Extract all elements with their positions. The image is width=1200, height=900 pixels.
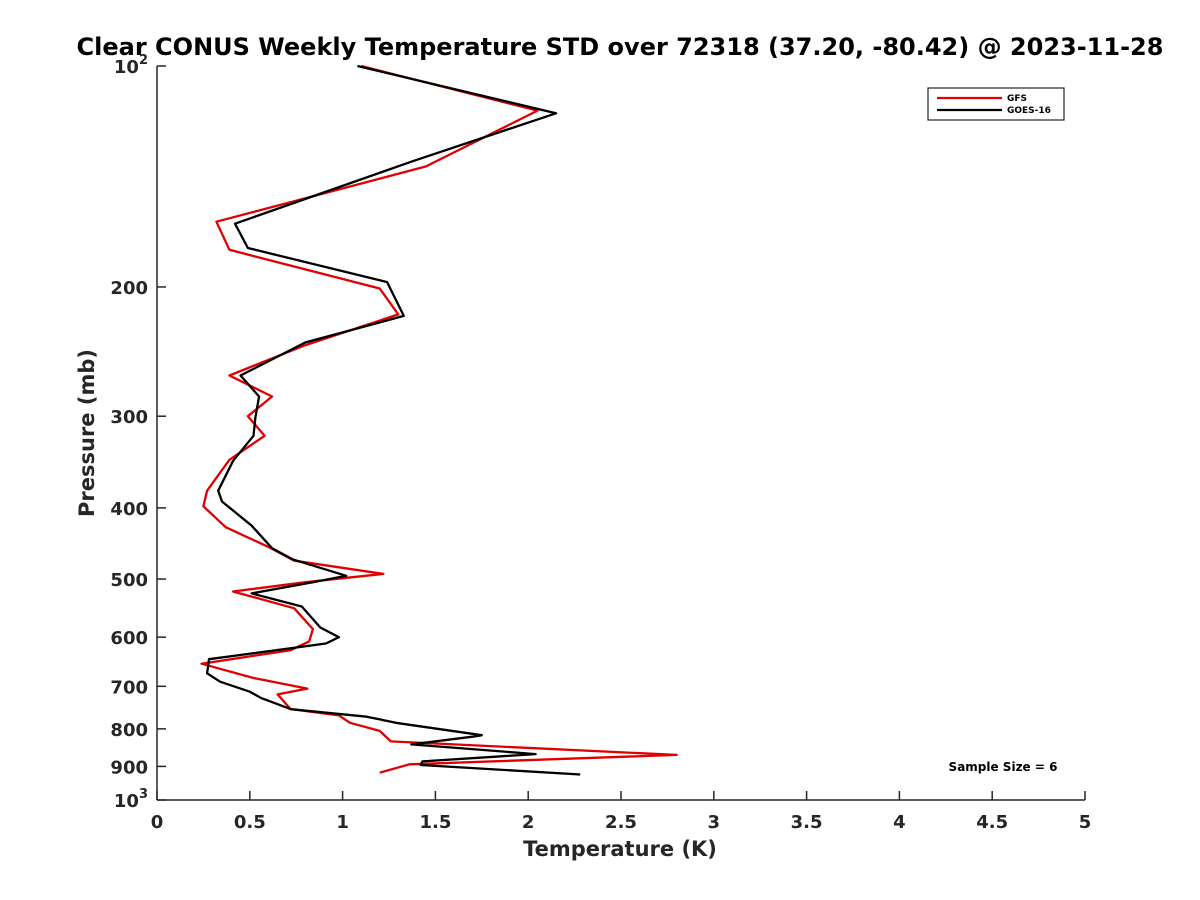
y-tick-label-9: 103 xyxy=(114,787,148,812)
x-tick-label-7: 3.5 xyxy=(791,812,823,833)
chart-title: Clear CONUS Weekly Temperature STD over … xyxy=(77,33,1164,61)
y-tick-label-1: 200 xyxy=(110,278,148,299)
legend: GFS GOES-16 xyxy=(927,87,1065,121)
x-tick-label-5: 2.5 xyxy=(605,812,637,833)
sample-size-annotation: Sample Size = 6 xyxy=(949,760,1058,774)
y-tick-label-7: 800 xyxy=(110,720,148,741)
x-tick-label-4: 2 xyxy=(522,812,535,833)
x-tick-label-8: 4 xyxy=(893,812,906,833)
x-tick-label-6: 3 xyxy=(708,812,721,833)
plot-area: 0 0.5 1 1.5 2 2.5 3 3.5 4 4.5 5 102 200 300 400 500 600… xyxy=(110,53,1091,833)
x-tick-label-2: 1 xyxy=(336,812,349,833)
y-tick-label-4: 500 xyxy=(110,570,148,591)
series-line-gfs xyxy=(200,64,678,774)
legend-label-goes16: GOES-16 xyxy=(1007,106,1051,116)
x-tick-label-9: 4.5 xyxy=(976,812,1008,833)
x-tick-label-3: 1.5 xyxy=(419,812,451,833)
x-tick-label-10: 5 xyxy=(1079,812,1092,833)
legend-box xyxy=(927,87,1065,121)
x-axis-label: Temperature (K) xyxy=(523,837,717,861)
y-tick-label-0: 102 xyxy=(114,53,148,78)
y-axis-label: Pressure (mb) xyxy=(75,349,99,517)
legend-label-gfs: GFS xyxy=(1007,94,1027,104)
x-tick-label-1: 0.5 xyxy=(234,812,266,833)
y-tick-label-5: 600 xyxy=(110,628,148,649)
x-axis-ticks: 0 0.5 1 1.5 2 2.5 3 3.5 4 4.5 5 xyxy=(151,791,1092,833)
y-tick-label-2: 300 xyxy=(110,407,148,428)
y-axis-ticks: 102 200 300 400 500 600 700 800 900 103 xyxy=(110,53,166,812)
y-tick-label-6: 700 xyxy=(110,677,148,698)
y-tick-label-3: 400 xyxy=(110,499,148,520)
series-lines xyxy=(200,64,678,776)
x-tick-label-0: 0 xyxy=(151,812,164,833)
series-line-goes-16 xyxy=(205,64,581,776)
y-tick-label-8: 900 xyxy=(110,757,148,778)
